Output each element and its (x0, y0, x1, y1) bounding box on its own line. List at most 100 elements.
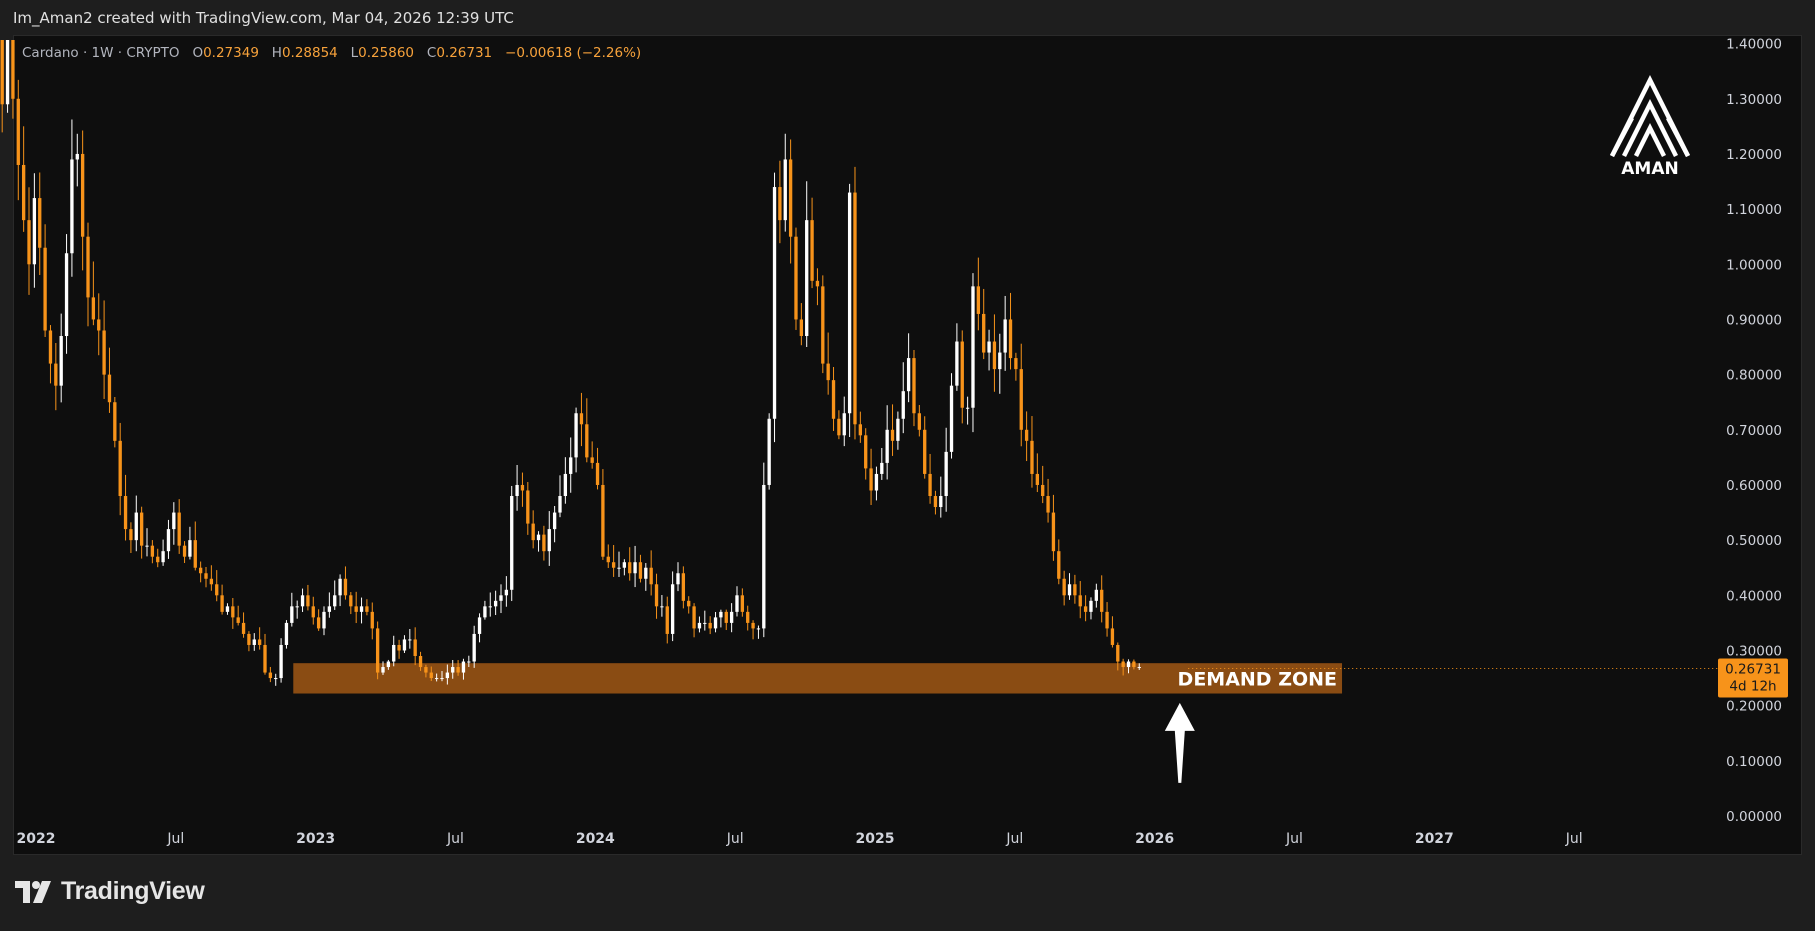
candle-body (70, 159, 74, 254)
candle-body (1073, 584, 1077, 596)
candle (526, 481, 530, 535)
candle-body (354, 606, 358, 612)
candle-body (1062, 578, 1066, 596)
candle (86, 222, 90, 327)
candle-body (896, 418, 900, 441)
candle-body (64, 253, 69, 337)
candle-body (558, 496, 562, 513)
candle-body (735, 595, 739, 612)
candle (998, 333, 1002, 394)
candle (638, 554, 643, 583)
tradingview-logo[interactable]: TradingView (15, 877, 205, 906)
candle (746, 605, 750, 631)
candle (670, 571, 675, 642)
candle (992, 314, 997, 392)
candle-body (343, 578, 348, 596)
candle-body (488, 606, 492, 608)
candle (11, 40, 15, 119)
candle (338, 574, 342, 607)
candle-body (295, 606, 299, 608)
candle-body (622, 562, 627, 568)
candle (611, 545, 616, 577)
candle (601, 469, 605, 560)
tradingview-logo-text: TradingView (61, 877, 205, 905)
candle-body (43, 247, 47, 331)
candle-body (719, 611, 723, 618)
candle (890, 404, 895, 456)
candle (649, 550, 653, 596)
candle-body (0, 40, 4, 105)
candle (585, 398, 589, 463)
demand-zone-layer: DEMAND ZONE (293, 663, 1343, 694)
candle (976, 257, 981, 331)
candle-body (113, 402, 117, 441)
candle-body (976, 286, 981, 314)
candle (692, 603, 696, 638)
candle-body (858, 424, 863, 436)
candle (1105, 602, 1109, 637)
candle (284, 620, 289, 649)
candle (0, 40, 4, 133)
candle-body (247, 633, 251, 645)
price-tick-label: 0.00000 (1726, 809, 1782, 825)
time-tick-label: 2027 (1415, 831, 1454, 847)
candle-body (692, 606, 696, 629)
symbol-label[interactable]: Cardano · 1W · CRYPTO (22, 45, 180, 61)
candle (499, 584, 503, 614)
candle-body (1051, 512, 1056, 552)
candle (172, 502, 176, 545)
candle (1024, 411, 1029, 462)
last-price-badge[interactable] (1718, 658, 1788, 698)
candle (322, 606, 326, 636)
candle-body (1100, 589, 1104, 612)
candle-body (434, 678, 439, 680)
candle-body (837, 418, 841, 436)
low-value: 0.25860 (358, 45, 414, 61)
candle (504, 576, 509, 607)
price-tick-label: 0.80000 (1726, 368, 1782, 384)
time-tick-label: 2024 (576, 831, 615, 847)
candle (982, 288, 986, 360)
candle-body (1014, 358, 1018, 370)
candle-body (139, 512, 144, 546)
candle-body (1019, 369, 1023, 430)
candle-body (1041, 484, 1045, 497)
candle-body (198, 567, 203, 574)
candle (107, 347, 112, 413)
candle-body (542, 534, 546, 552)
candle (48, 325, 53, 384)
candle (923, 416, 927, 479)
candles-layer (0, 40, 1141, 686)
candle (590, 441, 594, 469)
candle (359, 597, 364, 624)
candle-body (38, 198, 42, 248)
candle (697, 616, 702, 633)
candle (520, 472, 525, 507)
candle-body (21, 164, 26, 221)
candle-body (660, 606, 664, 608)
candle (461, 658, 466, 680)
candle (182, 541, 187, 564)
candle (118, 422, 122, 516)
candle-body (649, 567, 653, 585)
price-tick-label: 0.20000 (1726, 699, 1782, 715)
price-tick-label: 0.40000 (1726, 588, 1782, 604)
candle (97, 293, 101, 356)
candle (917, 405, 922, 437)
candle (847, 183, 852, 437)
candle-body (815, 280, 820, 287)
demand-zone[interactable] (293, 663, 1343, 694)
candle-body (1110, 628, 1115, 645)
candle-body (172, 512, 176, 530)
candle (574, 407, 578, 473)
candle (654, 573, 659, 619)
candle-body (370, 611, 374, 629)
candle-body (86, 236, 90, 298)
candle-body (107, 374, 112, 403)
candle (472, 625, 476, 668)
candle (837, 410, 841, 440)
candle-body (670, 584, 675, 634)
candle (1019, 343, 1023, 447)
chart-panel[interactable] (13, 35, 1802, 855)
